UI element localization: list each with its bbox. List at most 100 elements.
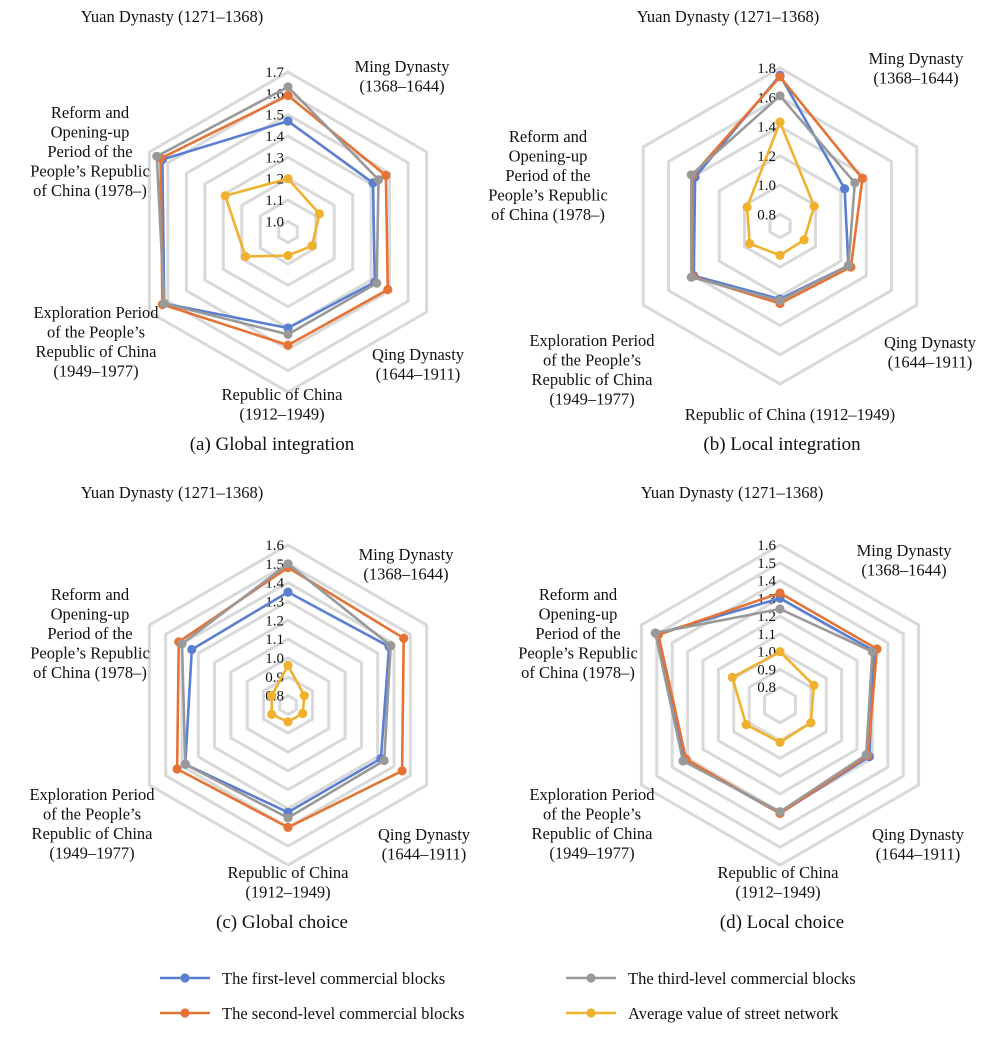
category-label-roc: Republic of China (1912–1949) <box>718 863 840 902</box>
radial-tick-label: 1.4 <box>757 574 776 590</box>
data-point-first-ming <box>840 184 850 194</box>
data-point-third-exploration <box>180 759 190 769</box>
data-point-average-yuan <box>283 660 293 671</box>
data-point-average-qing <box>806 718 816 728</box>
radial-tick-label: 0.9 <box>757 662 776 678</box>
radar-panel-local-integration: 0.81.01.21.41.61.8 Yuan Dynasty (1271–13… <box>488 7 977 455</box>
data-point-average-exploration <box>741 720 751 730</box>
category-label-roc: Republic of China (1912–1949) <box>685 405 895 424</box>
category-label-ming: Ming Dynasty (1368–1644) <box>355 57 451 96</box>
grid-ring <box>213 618 363 792</box>
data-point-third-exploration <box>678 756 688 766</box>
data-point-third-ming <box>850 178 860 188</box>
radial-tick-label: 1.4 <box>265 129 284 145</box>
data-point-third-reform <box>152 151 162 161</box>
data-point-average-exploration <box>240 251 251 262</box>
legend-marker-first <box>180 973 190 983</box>
data-point-second-yuan <box>775 588 785 598</box>
data-point-second-ming <box>857 173 868 184</box>
grid-ring <box>639 543 921 867</box>
data-point-third-qing <box>372 278 382 288</box>
data-point-average-roc <box>775 250 785 260</box>
category-label-qing: Qing Dynasty (1644–1911) <box>378 825 471 864</box>
series-group <box>686 70 868 309</box>
panel-caption: (a) Global integration <box>190 434 355 455</box>
series-group <box>152 82 393 350</box>
category-label-roc: Republic of China (1912–1949) <box>228 863 350 902</box>
data-point-average-qing <box>799 235 809 245</box>
radial-tick-label: 1.8 <box>757 61 776 77</box>
data-point-average-reform <box>267 691 277 701</box>
data-point-third-yuan <box>775 604 785 614</box>
radial-tick-label: 1.6 <box>757 538 776 554</box>
radial-tick-label: 1.5 <box>265 108 284 124</box>
data-point-third-ming <box>386 641 396 651</box>
radial-tick-label: 1.7 <box>265 65 284 81</box>
grid-ring <box>717 154 843 298</box>
data-point-third-roc <box>283 329 293 339</box>
data-point-third-roc <box>283 813 293 823</box>
grid-ring <box>164 562 412 848</box>
data-point-first-roc <box>283 323 293 333</box>
data-point-third-ming <box>373 175 384 185</box>
data-point-second-roc <box>283 340 293 350</box>
data-point-average-exploration <box>745 239 755 249</box>
grid-ring <box>147 70 429 394</box>
grid-ring <box>277 219 299 245</box>
radial-tick-label: 1.1 <box>757 627 776 643</box>
data-point-third-exploration <box>159 298 169 309</box>
radial-ticks: 0.80.91.01.11.21.31.41.51.6 <box>757 538 776 696</box>
series-group <box>650 588 882 819</box>
data-point-third-qing <box>843 260 854 271</box>
grid-ring <box>763 685 797 725</box>
grid-ring <box>716 632 844 778</box>
category-label-ming: Ming Dynasty (1368–1644) <box>857 541 953 580</box>
data-point-third-roc <box>775 807 785 817</box>
category-label-yuan: Yuan Dynasty (1271–1368) <box>637 7 819 26</box>
category-label-exploration: Exploration Period of the People’s Republi… <box>33 303 159 381</box>
grid-ring <box>147 543 429 867</box>
grid <box>641 66 919 386</box>
data-point-third-qing <box>379 755 389 766</box>
radial-tick-label: 1.5 <box>757 556 776 572</box>
grid-ring <box>166 91 410 373</box>
data-point-third-yuan <box>283 82 293 92</box>
radial-tick-label: 1.0 <box>265 651 284 667</box>
legend-marker-second <box>180 1008 190 1018</box>
data-point-second-exploration <box>172 764 182 774</box>
data-point-third-yuan <box>775 91 785 101</box>
category-label-reform: Reform and Opening-up Period of the People’… <box>488 127 608 224</box>
legend: The first-level commercial blocks The sec… <box>160 969 856 1023</box>
category-label-qing: Qing Dynasty (1644–1911) <box>872 825 965 864</box>
data-point-average-ming <box>809 201 819 211</box>
grid-ring <box>667 95 893 357</box>
category-label-reform: Reform and Opening-up Period of the People’… <box>30 585 150 682</box>
data-point-first-yuan <box>283 587 293 597</box>
category-label-reform: Reform and Opening-up Period of the People’… <box>30 103 150 200</box>
category-label-exploration: Exploration Period of the People’s Republi… <box>29 785 155 863</box>
category-labels: Yuan Dynasty (1271–1368) Ming Dynasty (13… <box>30 7 465 424</box>
data-point-average-roc <box>283 250 293 261</box>
radial-tick-label: 1.0 <box>757 178 776 194</box>
data-point-second-qing <box>383 285 393 295</box>
radial-tick-label: 1.3 <box>265 150 284 166</box>
radar-panel-local-choice: 0.80.91.01.11.21.31.41.51.6 Yuan Dynasty… <box>518 483 965 933</box>
data-point-average-reform <box>727 672 737 683</box>
data-point-average-roc <box>775 737 785 747</box>
data-point-average-ming <box>809 680 819 691</box>
grid-ring <box>262 675 314 735</box>
data-point-average-reform <box>742 202 752 212</box>
grid-ring <box>278 693 298 717</box>
data-point-third-reform <box>686 170 696 180</box>
series-group <box>172 559 409 833</box>
data-point-second-yuan <box>775 72 785 82</box>
radial-tick-label: 1.4 <box>757 120 776 136</box>
legend-marker-third <box>586 973 596 983</box>
data-point-second-ming <box>381 170 391 181</box>
category-label-ming: Ming Dynasty (1368–1644) <box>359 545 455 584</box>
legend-label-average: Average value of street network <box>628 1004 839 1023</box>
radar-panel-global-integration: 1.01.11.21.31.41.51.61.7 Yuan Dynasty (1… <box>30 7 465 455</box>
data-point-third-yuan <box>283 559 293 569</box>
category-label-qing: Qing Dynasty (1644–1911) <box>372 345 465 384</box>
grid-ring <box>240 176 336 288</box>
